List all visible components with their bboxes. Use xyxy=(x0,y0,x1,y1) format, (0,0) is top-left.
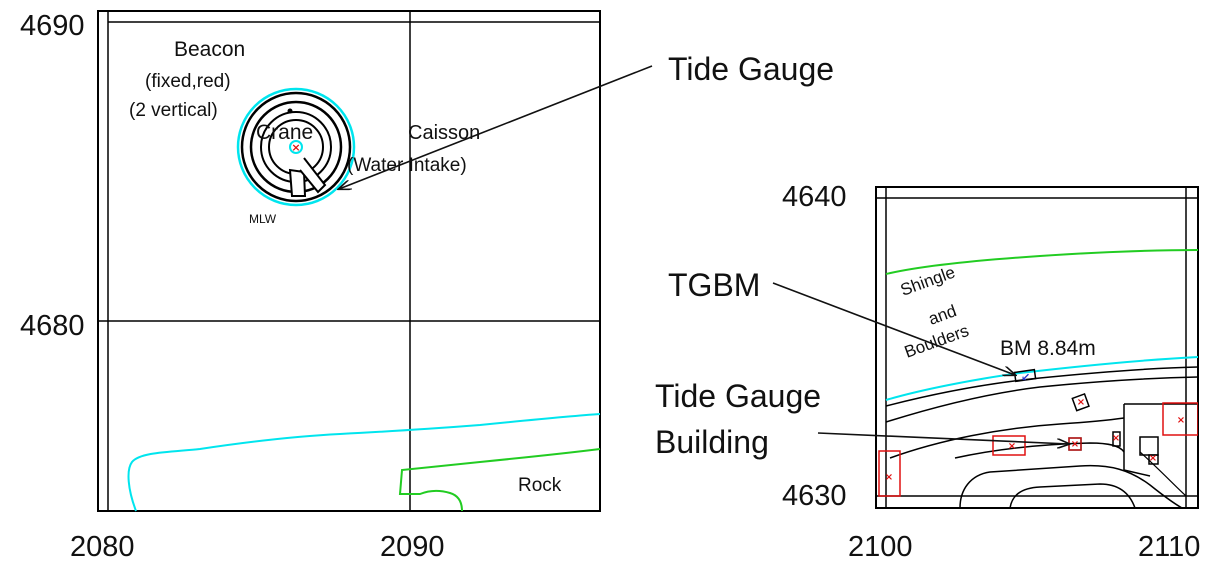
sea-wall-line-2 xyxy=(885,376,1198,423)
beacon-dot xyxy=(287,108,293,114)
lower-right-curve xyxy=(1139,451,1187,497)
right-x-label-right: 2110 xyxy=(1138,531,1200,563)
red-building-mid xyxy=(992,435,1026,456)
tide-gauge-building-callout: Tide Gauge Building xyxy=(655,378,1069,460)
mlw-shoreline xyxy=(127,413,601,512)
left-x-label-left: 2080 xyxy=(70,531,135,563)
beacon-detail-label: (fixed,red) xyxy=(145,71,231,92)
red-building-right xyxy=(1162,402,1198,436)
red-cross-icon: × xyxy=(885,472,893,483)
tide-gauge-building-arrow xyxy=(817,432,1069,444)
rock-outline xyxy=(398,448,601,512)
bm-label: BM 8.84m xyxy=(1000,337,1096,360)
tgbm-callout: TGBM xyxy=(668,267,1015,375)
red-cross-icon: × xyxy=(1008,441,1016,452)
vegetation-line xyxy=(885,249,1198,275)
mlw-circle xyxy=(236,87,356,207)
red-cross-icon: × xyxy=(1071,439,1079,450)
right-x-label-left: 2100 xyxy=(848,531,913,563)
rock-label: Rock xyxy=(518,475,562,496)
red-cross-icon: × xyxy=(291,141,300,154)
caisson-structure: × xyxy=(236,87,356,207)
tide-gauge-label: Tide Gauge xyxy=(668,51,834,87)
right-map-frame xyxy=(875,186,1199,509)
tide-gauge-arrow xyxy=(339,65,653,189)
sea-wall-line-1 xyxy=(885,366,1198,407)
crane-label: Crane xyxy=(256,121,313,144)
small-post xyxy=(1112,431,1121,447)
red-cross-icon: × xyxy=(1177,415,1185,426)
right-map: 4640 4630 2100 2110 xyxy=(782,181,1200,563)
tide-gauge-building-label-line1: Tide Gauge xyxy=(655,378,821,414)
caisson-label: Caisson xyxy=(408,122,480,144)
right-y-label-bottom: 4630 xyxy=(782,480,847,512)
beacon-label: Beacon xyxy=(174,38,245,61)
road-edge-lower xyxy=(954,442,1125,459)
tgbm-arrow xyxy=(772,282,1015,375)
shingle-label: Shingle xyxy=(898,263,958,300)
tide-gauge-well xyxy=(289,140,303,154)
water-intake-arm-diagonal xyxy=(299,157,327,194)
blue-arrow-icon: ↙ xyxy=(1021,371,1030,384)
left-x-label-right: 2090 xyxy=(380,531,445,563)
water-intake-arm xyxy=(288,168,307,197)
lower-road-curve xyxy=(959,464,1183,508)
beacon-vertical-label: (2 vertical) xyxy=(129,100,218,121)
building-outline xyxy=(1123,403,1198,477)
red-cross-icon: × xyxy=(1077,397,1085,408)
left-y-label-mid: 4680 xyxy=(20,310,85,342)
red-cross-icon: × xyxy=(1112,433,1120,444)
left-map: 4690 4680 2080 2090 × Beacon (fixed,red)… xyxy=(20,10,601,563)
right-y-label-top: 4640 xyxy=(782,181,847,213)
right-mlw-shoreline xyxy=(885,356,1198,401)
caisson-outer-ring xyxy=(240,91,352,203)
left-y-label-top: 4690 xyxy=(20,10,85,42)
tide-gauge-callout: Tide Gauge xyxy=(339,51,834,189)
tide-gauge-building-label-line2: Building xyxy=(655,424,769,460)
corner-block-small xyxy=(1148,454,1159,465)
red-cross-icon: × xyxy=(1149,453,1157,464)
left-map-frame xyxy=(97,10,601,512)
lower-road-inner xyxy=(1009,483,1136,508)
benchmark-plate xyxy=(1013,368,1037,383)
small-hut xyxy=(1071,393,1090,412)
mlw-label: MLW xyxy=(249,212,277,226)
tgbm-label: TGBM xyxy=(668,267,760,303)
water-intake-label: (Water Intake) xyxy=(347,155,467,176)
road-edge-upper xyxy=(889,417,1125,459)
red-building-left xyxy=(878,450,901,497)
